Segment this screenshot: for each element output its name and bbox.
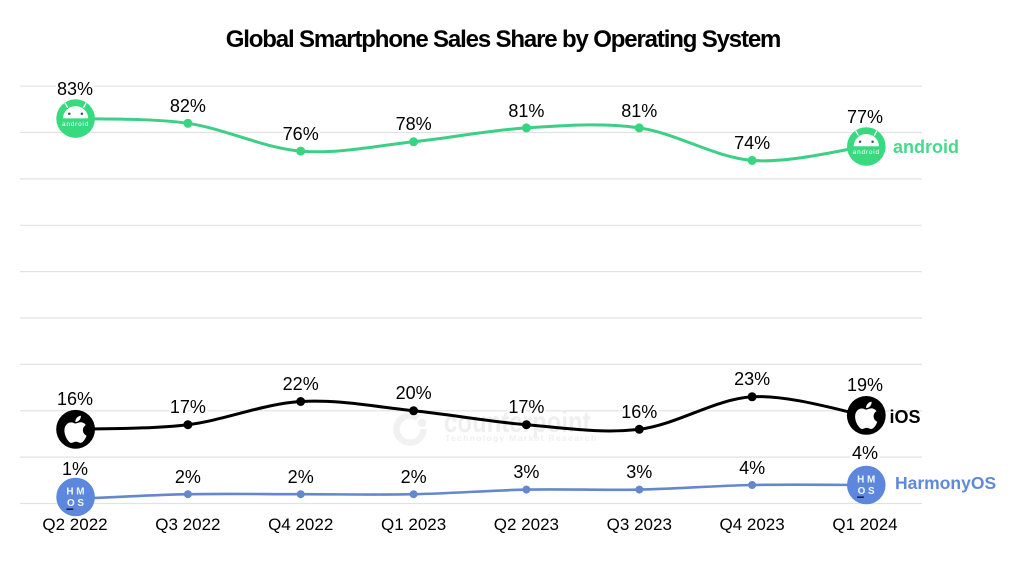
svg-text:android: android	[62, 121, 89, 128]
svg-text:HM: HM	[857, 475, 878, 486]
svg-text:android: android	[853, 149, 880, 156]
svg-text:OS: OS	[67, 498, 87, 509]
svg-text:HM: HM	[66, 487, 87, 498]
svg-text:OS: OS	[858, 486, 878, 497]
